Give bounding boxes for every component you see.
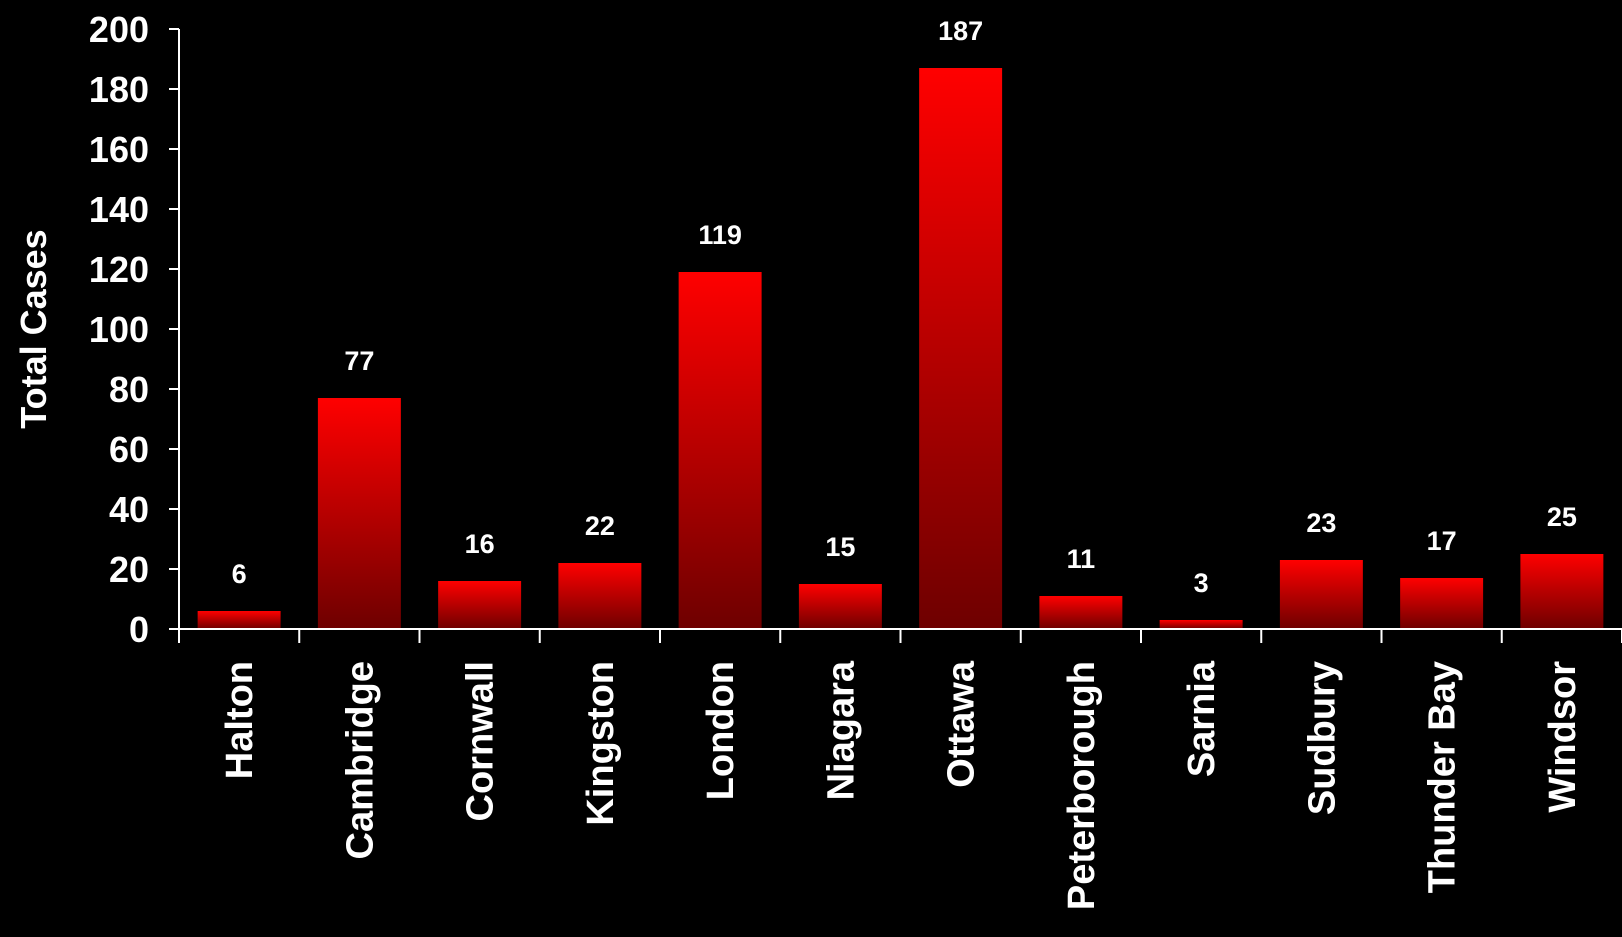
y-tick-label: 20 [109, 549, 149, 590]
x-category-label: Thunder Bay [1422, 661, 1464, 893]
x-category-label: Windsor [1542, 661, 1584, 813]
data-label: 22 [585, 511, 615, 541]
data-label: 17 [1427, 526, 1457, 556]
data-label: 11 [1067, 544, 1096, 574]
bar-peterborough [1039, 596, 1123, 629]
y-tick-label: 40 [109, 489, 149, 530]
x-category-label: London [700, 661, 742, 800]
x-category-label: Sudbury [1301, 661, 1343, 815]
x-axis-labels: Halton Cambridge Cornwall Kingston London Nia… [178, 629, 1622, 910]
data-label: 119 [698, 220, 742, 250]
y-tick-label: 0 [129, 609, 149, 650]
x-category-label: Niagara [820, 660, 862, 800]
bars: 6 77 16 22 119 15 187 11 3 23 17 25 [197, 16, 1604, 629]
x-category-label: Halton [219, 661, 261, 779]
bar-thunder-bay [1400, 578, 1484, 629]
y-tick-label: 120 [89, 249, 149, 290]
data-label: 3 [1194, 568, 1209, 598]
y-axis-title: Total Cases [13, 229, 54, 428]
data-label: 23 [1306, 508, 1336, 538]
x-category-label: Peterborough [1061, 661, 1103, 910]
data-label: 187 [938, 16, 983, 46]
y-tick-label: 100 [89, 309, 149, 350]
bar-kingston [558, 563, 642, 629]
data-label: 16 [465, 529, 495, 559]
x-category-label: Sarnia [1181, 660, 1223, 777]
bar-niagara [798, 584, 882, 629]
y-tick-label: 80 [109, 369, 149, 410]
data-label: 25 [1547, 502, 1577, 532]
bar-cornwall [438, 581, 522, 629]
bar-sudbury [1279, 560, 1363, 629]
data-label: 15 [825, 532, 855, 562]
y-axis-ticks: 0 20 40 60 80 100 120 140 160 180 200 [89, 9, 179, 650]
y-tick-label: 180 [89, 69, 149, 110]
y-tick-label: 140 [89, 189, 149, 230]
data-label: 77 [344, 346, 374, 376]
data-label: 6 [232, 559, 247, 589]
bar-halton [197, 611, 281, 629]
bar-london [678, 272, 762, 629]
x-category-label: Cornwall [460, 661, 502, 821]
bar-ottawa [919, 68, 1003, 629]
bar-cambridge [317, 398, 401, 629]
x-category-label: Kingston [580, 661, 622, 826]
bar-windsor [1520, 554, 1604, 629]
y-tick-label: 160 [89, 129, 149, 170]
y-tick-label: 200 [89, 9, 149, 50]
y-tick-label: 60 [109, 429, 149, 470]
x-category-label: Ottawa [941, 660, 983, 788]
bar-sarnia [1159, 620, 1243, 629]
x-category-label: Cambridge [339, 661, 381, 859]
